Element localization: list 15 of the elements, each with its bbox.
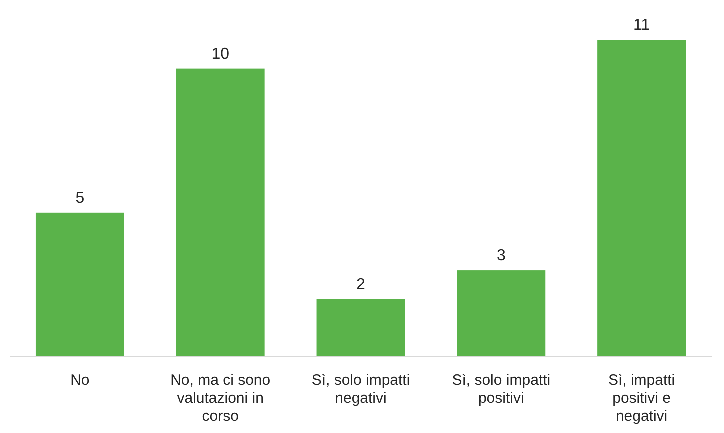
x-tick-label: No, ma ci sono valutazioni in corso <box>170 372 271 425</box>
data-label: 2 <box>356 276 366 294</box>
data-label: 11 <box>633 17 650 34</box>
x-tick-label: No <box>70 372 90 389</box>
bar <box>176 68 265 357</box>
data-label: 5 <box>76 190 85 207</box>
bar <box>598 40 686 357</box>
data-label: 10 <box>212 46 230 63</box>
data-label: 3 <box>496 248 506 265</box>
bar <box>457 270 546 357</box>
x-tick-label: Sì, solo impatti positivi <box>452 372 551 407</box>
x-tick-label: Sì, impatti positivi e negativi <box>608 372 676 425</box>
bar <box>36 212 124 357</box>
bar <box>316 299 406 357</box>
x-tick-label: Sì, solo impatti negativi <box>312 372 410 407</box>
